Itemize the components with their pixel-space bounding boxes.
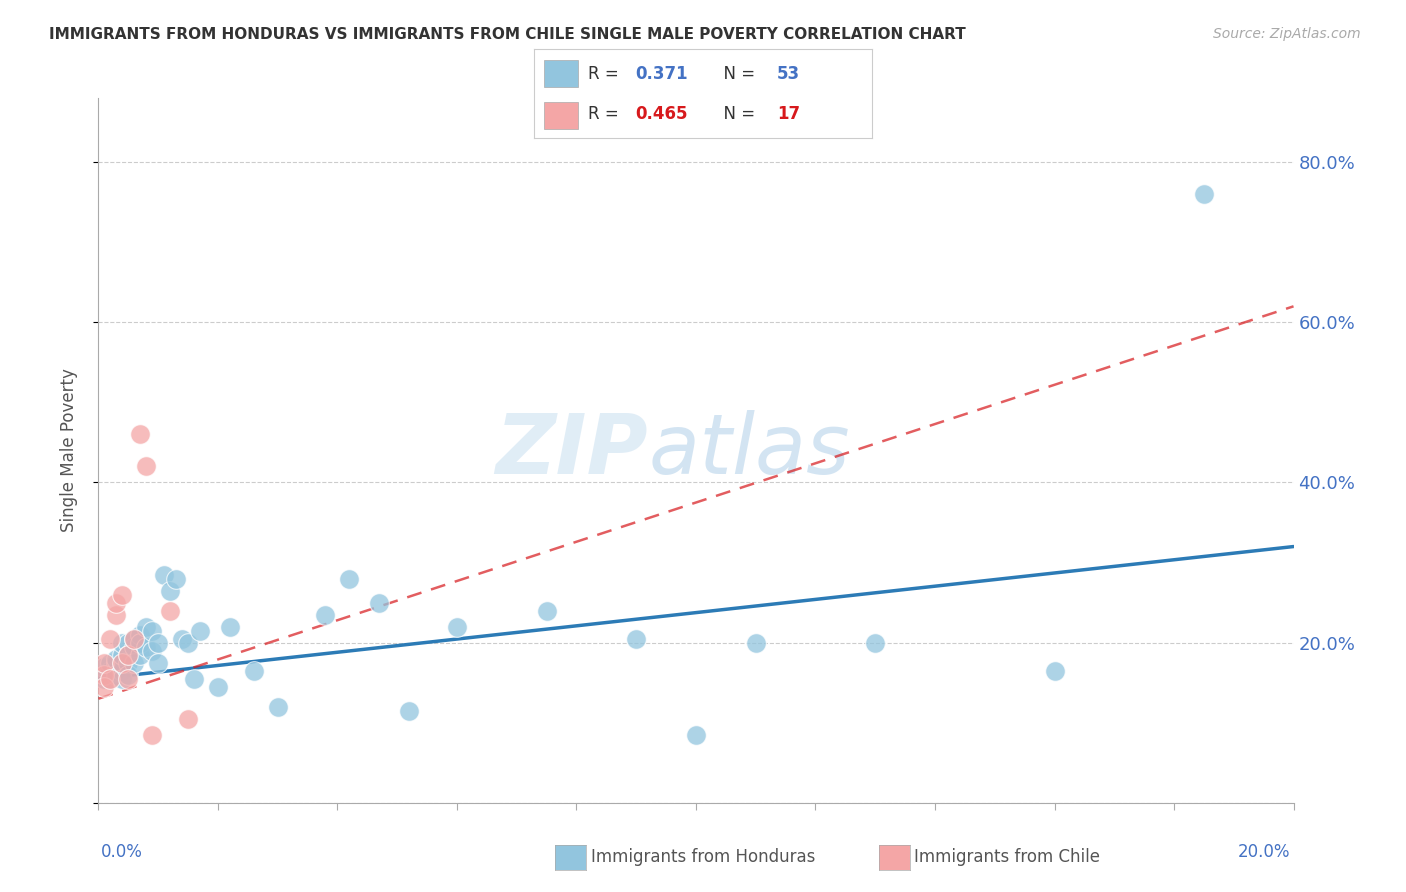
Point	[100, 672, 122, 686]
Point	[117, 667, 139, 681]
Point	[100, 656, 122, 670]
Point	[105, 651, 128, 665]
Text: 20.0%: 20.0%	[1239, 843, 1291, 861]
Text: atlas: atlas	[648, 410, 849, 491]
Point	[135, 640, 157, 654]
Point	[135, 620, 157, 634]
Point	[129, 635, 152, 649]
Point	[165, 572, 187, 586]
Point	[117, 648, 139, 662]
Text: Immigrants from Honduras: Immigrants from Honduras	[591, 848, 815, 866]
Point	[105, 596, 128, 610]
Point	[129, 627, 152, 641]
Point	[100, 672, 122, 686]
Point	[93, 659, 115, 673]
Point	[141, 643, 163, 657]
Point	[1192, 187, 1215, 202]
Point	[177, 635, 200, 649]
Point	[117, 635, 139, 649]
Point	[93, 667, 115, 681]
Point	[129, 427, 152, 442]
Point	[111, 588, 134, 602]
Text: 0.0%: 0.0%	[101, 843, 143, 861]
Point	[1043, 664, 1066, 678]
Text: 17: 17	[778, 104, 800, 123]
Point	[105, 664, 128, 678]
Point	[105, 607, 128, 622]
Point	[111, 635, 134, 649]
Point	[117, 672, 139, 686]
Point	[124, 640, 146, 654]
Text: N =: N =	[713, 104, 761, 123]
Point	[100, 632, 122, 646]
Text: IMMIGRANTS FROM HONDURAS VS IMMIGRANTS FROM CHILE SINGLE MALE POVERTY CORRELATIO: IMMIGRANTS FROM HONDURAS VS IMMIGRANTS F…	[49, 27, 966, 42]
Point	[177, 712, 200, 726]
Point	[105, 667, 128, 681]
Point	[117, 648, 139, 662]
Point	[159, 604, 181, 618]
Point	[865, 635, 887, 649]
Point	[93, 656, 115, 670]
Point	[172, 632, 194, 646]
Point	[117, 656, 139, 670]
FancyBboxPatch shape	[544, 102, 578, 129]
Text: ZIP: ZIP	[495, 410, 648, 491]
Point	[124, 632, 146, 646]
Point	[124, 656, 146, 670]
Point	[141, 728, 163, 742]
Text: Immigrants from Chile: Immigrants from Chile	[914, 848, 1099, 866]
Text: R =: R =	[588, 64, 624, 83]
Point	[626, 632, 648, 646]
Point	[219, 620, 242, 634]
Point	[105, 656, 128, 670]
Point	[93, 672, 115, 686]
Point	[243, 664, 266, 678]
Point	[368, 596, 391, 610]
Text: N =: N =	[713, 64, 761, 83]
Point	[141, 624, 163, 638]
Text: 0.465: 0.465	[636, 104, 688, 123]
Point	[536, 604, 558, 618]
Text: Source: ZipAtlas.com: Source: ZipAtlas.com	[1213, 27, 1361, 41]
Y-axis label: Single Male Poverty: Single Male Poverty	[59, 368, 77, 533]
Point	[159, 583, 181, 598]
Point	[446, 620, 468, 634]
Text: 53: 53	[778, 64, 800, 83]
Point	[111, 656, 134, 670]
Point	[183, 672, 205, 686]
Point	[745, 635, 768, 649]
Text: R =: R =	[588, 104, 624, 123]
Point	[93, 680, 115, 694]
Point	[188, 624, 211, 638]
Point	[685, 728, 707, 742]
Text: 0.371: 0.371	[636, 64, 688, 83]
FancyBboxPatch shape	[544, 60, 578, 87]
Point	[207, 680, 229, 694]
Point	[100, 664, 122, 678]
Point	[111, 648, 134, 662]
Point	[129, 648, 152, 662]
Point	[339, 572, 360, 586]
Point	[398, 704, 420, 718]
Point	[315, 607, 337, 622]
Point	[148, 635, 170, 649]
Point	[111, 664, 134, 678]
Point	[111, 656, 134, 670]
Point	[267, 699, 290, 714]
Point	[135, 459, 157, 474]
Point	[111, 672, 134, 686]
Point	[148, 656, 170, 670]
Point	[153, 567, 176, 582]
Point	[124, 632, 146, 646]
